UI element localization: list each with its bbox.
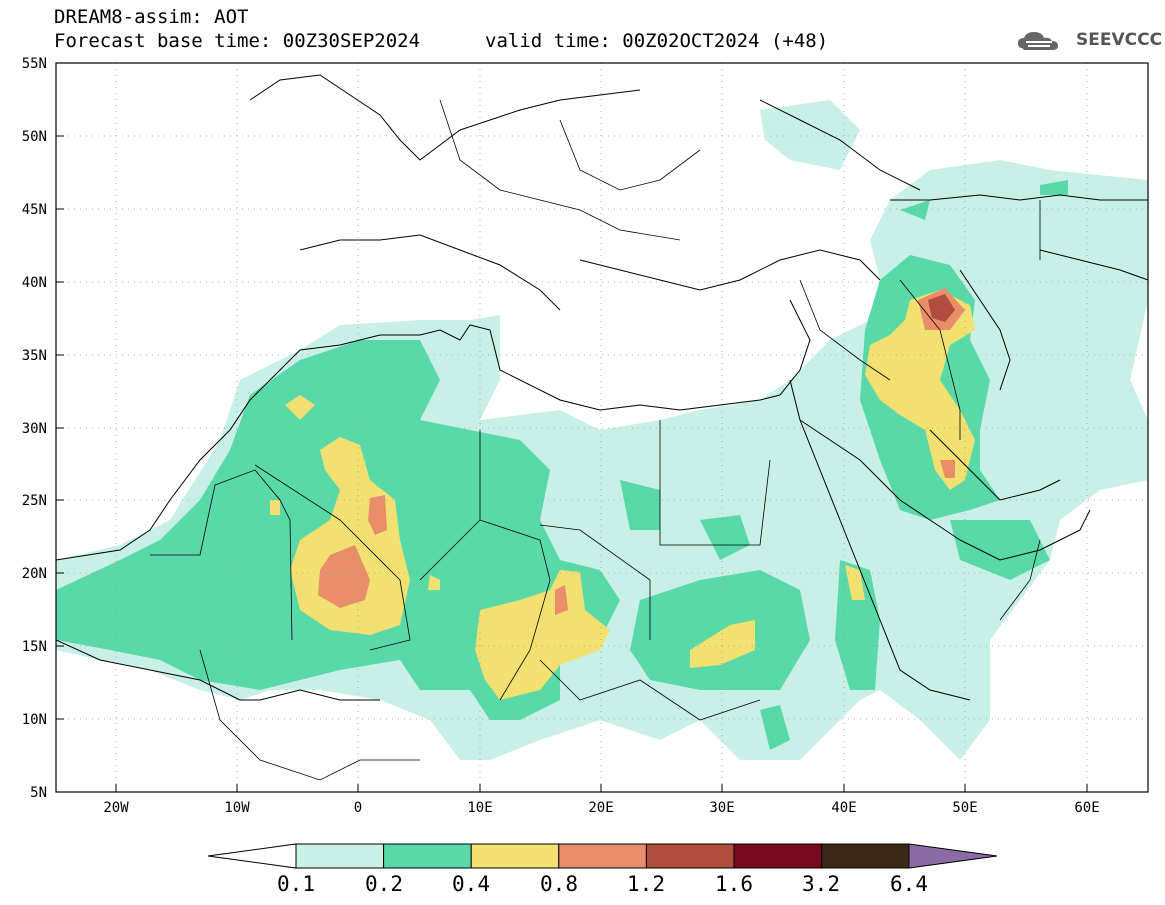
colorbar-labels: 0.1 0.2 0.4 0.8 1.2 1.6 3.2 6.4: [277, 872, 928, 896]
colorbar: 0.1 0.2 0.4 0.8 1.2 1.6 3.2 6.4: [207, 843, 998, 896]
y-tick-label: 15N: [22, 639, 47, 655]
y-tick-label: 45N: [22, 202, 47, 218]
colorbar-swatches: [295, 843, 910, 869]
x-tick-label: 20E: [588, 800, 613, 816]
x-tick-label: 40E: [831, 800, 856, 816]
aot-level-1-2: [928, 294, 955, 322]
coastlines: [56, 74, 1148, 701]
colorbar-low-arrow: [207, 843, 297, 869]
map-title: DREAM8-assim: AOT: [54, 6, 249, 28]
y-tick-label: 20N: [22, 566, 47, 582]
colorbar-label: 6.4: [890, 872, 928, 896]
colorbar-swatch: [645, 843, 735, 869]
x-tick-label: 50E: [952, 800, 977, 816]
colorbar-swatch: [558, 843, 647, 869]
logo-text: SEEVCCC: [1076, 30, 1163, 50]
x-tick-label: 20W: [103, 800, 129, 816]
colorbar-swatch: [295, 843, 385, 869]
y-tick-label: 50N: [22, 129, 47, 145]
gridlines: [56, 63, 1148, 792]
y-tick-label: 5N: [30, 785, 47, 801]
country-borders: [150, 99, 1041, 781]
colorbar-high-arrow: [908, 843, 998, 869]
colorbar-label: 0.8: [540, 872, 578, 896]
y-tick-label: 55N: [22, 56, 47, 72]
colorbar-label: 0.1: [277, 872, 315, 896]
x-tick-label: 10E: [467, 800, 492, 816]
colorbar-label: 0.2: [365, 872, 403, 896]
x-tick-label: 10W: [224, 800, 250, 816]
aot-field: [56, 63, 1148, 792]
tick-marks: [56, 62, 1088, 793]
y-tick-label: 25N: [22, 493, 47, 509]
y-tick-label: 40N: [22, 275, 47, 291]
colorbar-label: 1.6: [715, 872, 753, 896]
x-axis-labels: 20W 10W 0 10E 20E 30E 40E 50E 60E: [103, 800, 1099, 816]
colorbar-swatch: [733, 843, 823, 869]
y-tick-label: 35N: [22, 348, 47, 364]
y-axis-labels: 55N 50N 45N 40N 35N 30N 25N 20N 15N 10N …: [22, 56, 47, 801]
valid-time: valid time: 00Z02OCT2024 (+48): [485, 30, 829, 52]
x-tick-label: 60E: [1074, 800, 1099, 816]
colorbar-swatch: [821, 843, 910, 869]
colorbar-swatch: [383, 843, 472, 869]
colorbar-label: 1.2: [627, 872, 665, 896]
x-tick-label: 0: [354, 800, 362, 816]
colorbar-swatch: [470, 843, 560, 869]
cloud-logo-icon: [1018, 32, 1058, 50]
y-tick-label: 30N: [22, 421, 47, 437]
y-tick-label: 10N: [22, 712, 47, 728]
colorbar-label: 3.2: [802, 872, 840, 896]
forecast-base-time: Forecast base time: 00Z30SEP2024: [54, 30, 421, 52]
x-tick-label: 30E: [709, 800, 734, 816]
colorbar-label: 0.4: [452, 872, 490, 896]
